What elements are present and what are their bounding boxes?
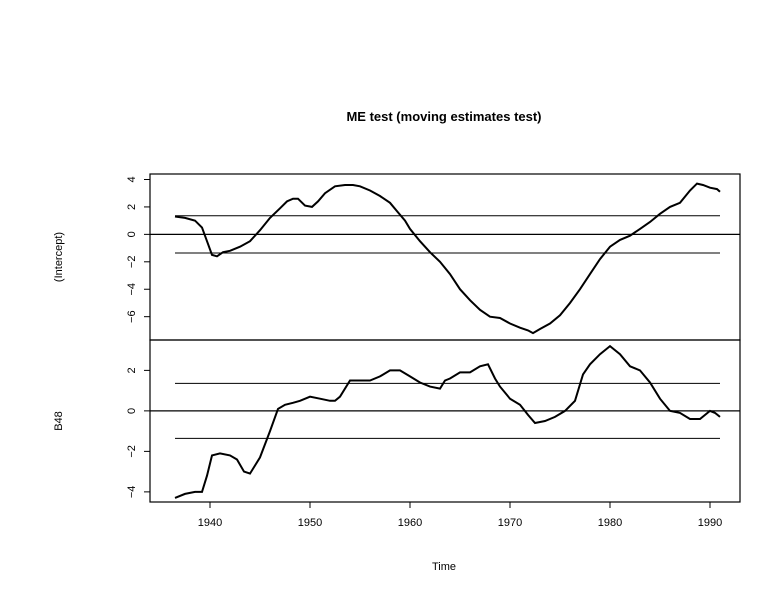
x-axis-label: Time [432, 561, 456, 573]
y-tick-label: 4 [126, 176, 138, 182]
y-tick-label: 2 [126, 367, 138, 373]
panel-intercept-y-axis: 4 2 0 −2 −4 −6 [126, 176, 150, 323]
panel-b48-ylabel: B48 [53, 411, 65, 431]
panel-intercept-ylabel: (Intercept) [53, 232, 65, 282]
panel-intercept-reference-lines [150, 215, 740, 254]
chart-title: ME test (moving estimates test) [346, 109, 541, 124]
panel-intercept-series-line [174, 182, 721, 335]
y-tick-label: 0 [126, 408, 138, 414]
panel-b48-reference-lines [150, 382, 740, 439]
x-tick-label: 1940 [198, 517, 222, 529]
panel-b48-frame [149, 339, 741, 503]
panel-b48: 2 0 −2 −4 B48 [53, 339, 741, 503]
y-tick-label: 0 [126, 231, 138, 237]
y-tick-label: 2 [126, 204, 138, 210]
x-tick-label: 1950 [298, 517, 322, 529]
y-tick-label: −2 [126, 256, 138, 269]
x-tick-label: 1960 [398, 517, 422, 529]
panel-intercept: 4 2 0 −2 −4 −6 (Intercept) [53, 173, 741, 341]
x-tick-label: 1970 [498, 517, 522, 529]
y-tick-label: −4 [126, 486, 138, 499]
y-tick-label: −2 [126, 445, 138, 458]
panel-b48-y-axis: 2 0 −2 −4 [126, 367, 150, 498]
y-tick-label: −4 [126, 283, 138, 296]
x-axis: 1940 1950 1960 1970 1980 1990 [198, 502, 722, 529]
x-tick-label: 1990 [698, 517, 722, 529]
panel-b48-series-line [174, 344, 721, 499]
y-tick-label: −6 [126, 310, 138, 323]
x-tick-label: 1980 [598, 517, 622, 529]
panel-intercept-frame [149, 173, 741, 341]
